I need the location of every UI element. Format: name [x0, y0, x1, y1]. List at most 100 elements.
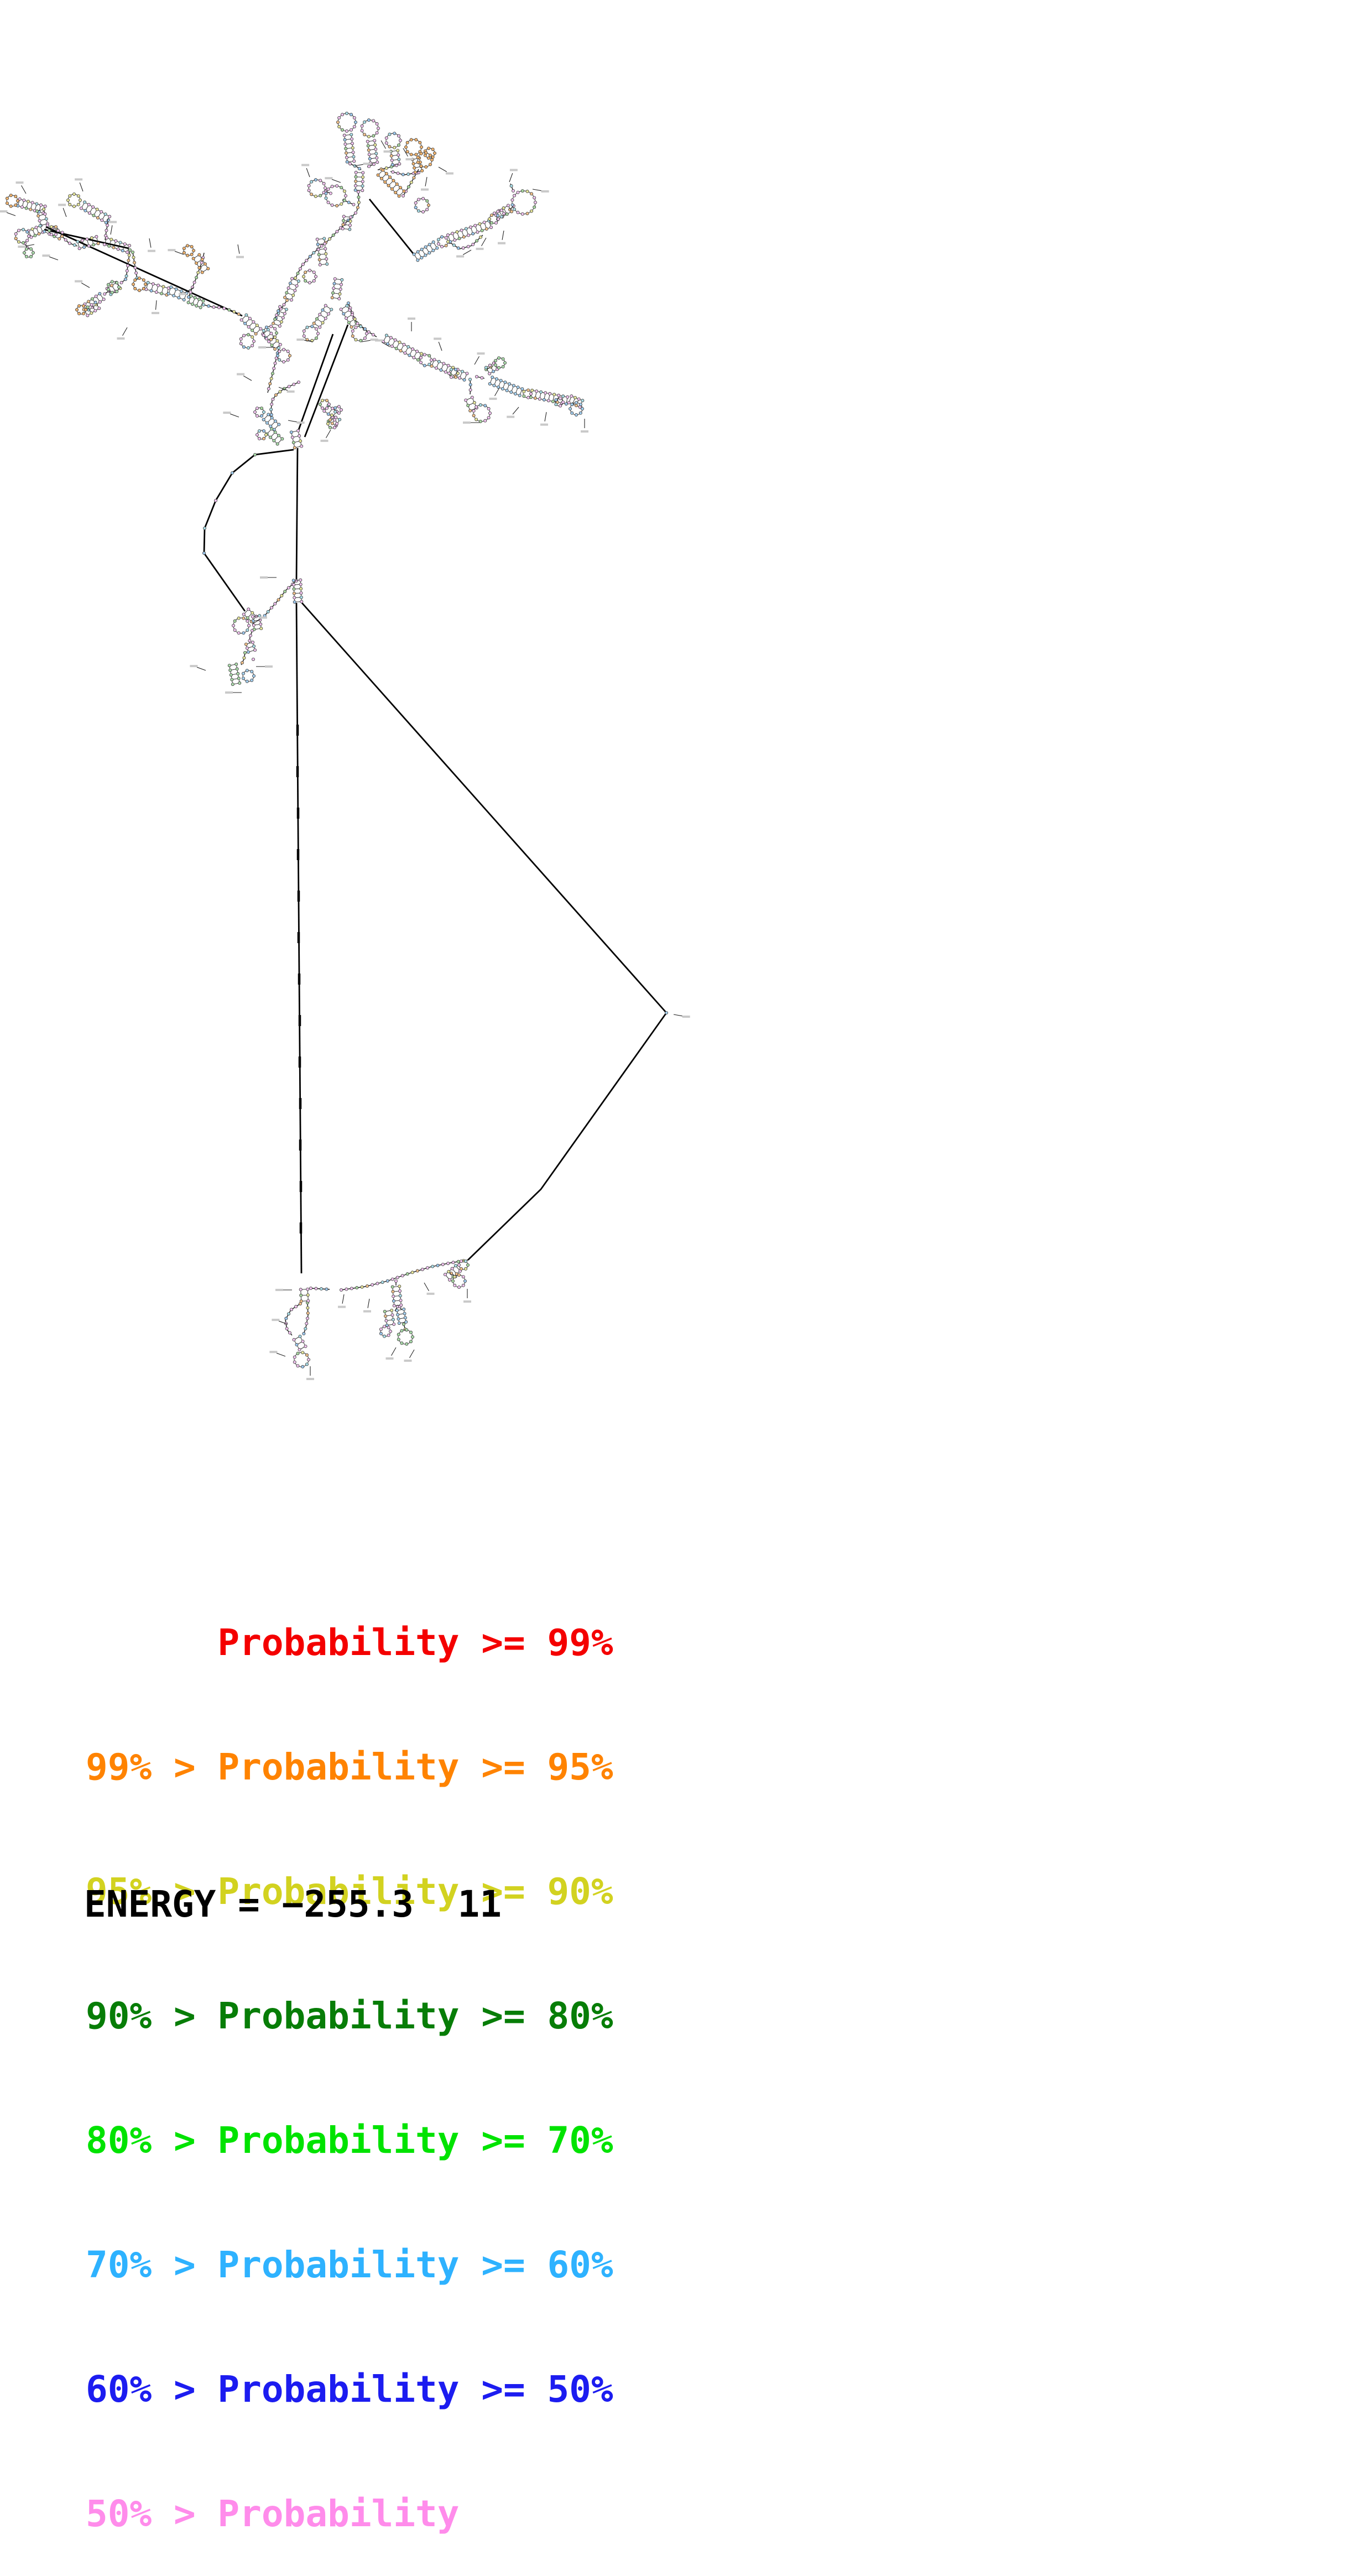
loop-circle — [511, 190, 537, 216]
tick-mark — [456, 250, 471, 258]
tick-mark — [463, 1289, 471, 1303]
loop-circle — [293, 1351, 310, 1368]
tick-mark — [117, 327, 128, 340]
skeleton-line — [296, 448, 298, 579]
tick-mark — [509, 169, 518, 182]
tick-mark — [0, 210, 15, 216]
legend-row-80-90: 90% > Probability >= 80% — [86, 1995, 613, 2037]
tick-mark — [489, 388, 500, 400]
backbone-chain — [448, 235, 483, 249]
tick-mark — [338, 1294, 346, 1308]
loop-circle — [334, 405, 343, 415]
loop-circle — [414, 197, 430, 214]
loop-circle — [336, 112, 357, 132]
loop-circle — [183, 244, 195, 257]
loop-circle — [303, 325, 319, 342]
tick-mark — [109, 221, 117, 235]
loop-circle — [307, 179, 327, 198]
tick-mark — [540, 412, 548, 426]
loop-circle — [385, 132, 402, 149]
helix — [293, 1335, 307, 1351]
backbone-chain — [309, 1287, 330, 1290]
legend-row-50-60: 60% > Probability >= 50% — [86, 2369, 613, 2410]
skeleton-line — [468, 1013, 666, 1260]
tick-mark — [260, 576, 277, 579]
loop-circle — [319, 399, 330, 409]
skeleton-line — [302, 603, 666, 1013]
tick-mark — [325, 177, 341, 183]
helix — [80, 201, 111, 224]
loop-circle — [75, 304, 87, 315]
legend-row-99: Probability >= 99% — [86, 1622, 613, 1663]
loop-circle — [23, 247, 34, 258]
loop-circle — [242, 669, 255, 683]
legend-row-below-50: 50% > Probability — [86, 2493, 613, 2535]
backbone-chain — [468, 378, 472, 394]
loop-circle — [397, 1329, 414, 1346]
helix — [292, 579, 303, 603]
helix — [290, 429, 303, 449]
backbone-chain — [378, 164, 398, 170]
helix — [465, 396, 478, 412]
tick-mark — [301, 164, 310, 177]
helix — [341, 215, 352, 231]
helix — [488, 376, 524, 397]
energy-label: ENERGY = −255.3 11 — [84, 1883, 502, 1926]
rna-probability-plot-page: { "page": {"width": 2479, "height": 3508… — [0, 0, 1371, 1940]
tick-mark — [225, 691, 242, 694]
loop-circle — [239, 334, 255, 350]
tick-mark — [152, 300, 159, 314]
helix — [395, 1308, 408, 1324]
loop-circle — [253, 407, 265, 417]
loop-circle — [416, 152, 433, 169]
backbone-chain — [303, 1301, 310, 1335]
helix — [244, 641, 256, 654]
skeleton-line — [204, 450, 294, 611]
backbone-chain — [120, 278, 127, 284]
tick-mark — [424, 1283, 435, 1295]
backbone-chain — [269, 381, 300, 416]
loop-circle — [276, 348, 291, 363]
helix — [145, 281, 170, 296]
nucleotide-dot — [202, 551, 205, 554]
tick-mark — [498, 231, 505, 244]
skeleton-line — [46, 227, 242, 316]
backbone-chain — [475, 375, 484, 379]
backbone-chain — [394, 1279, 397, 1286]
loop-circle — [66, 192, 81, 207]
helix — [284, 277, 300, 301]
nucleotide-dot — [231, 471, 233, 474]
tick-mark — [236, 244, 244, 258]
tick-mark — [408, 318, 415, 331]
helix — [17, 197, 47, 214]
backbone-chain — [241, 651, 246, 665]
tick-mark — [237, 373, 252, 381]
loop-circle — [351, 325, 368, 342]
backbone-chain — [340, 1260, 468, 1292]
backbone-chain — [202, 303, 242, 316]
loop-circle — [132, 277, 147, 292]
tick-mark — [16, 181, 27, 194]
tick-mark — [533, 189, 549, 192]
tick-mark — [674, 1014, 690, 1018]
helix — [430, 358, 468, 382]
tick-mark — [434, 337, 442, 351]
tick-mark — [386, 1347, 397, 1360]
backbone-chain — [294, 211, 357, 279]
nucleotide-dot — [665, 1011, 668, 1014]
nucleotide-dot — [253, 453, 256, 456]
tick-mark — [439, 167, 453, 175]
backbone-chain — [510, 184, 515, 192]
loop-circle — [379, 1325, 392, 1338]
skeleton-line — [369, 199, 415, 256]
tick-mark — [269, 1351, 285, 1356]
tick-mark — [475, 352, 485, 365]
helix — [383, 1309, 395, 1326]
loop-circle — [325, 185, 347, 207]
backbone-chain — [284, 1302, 301, 1335]
loop-circle — [14, 228, 30, 244]
tick-mark — [275, 1289, 292, 1291]
legend-row-60-70: 70% > Probability >= 60% — [86, 2244, 613, 2286]
helix — [331, 277, 343, 300]
tick-mark — [581, 419, 588, 433]
